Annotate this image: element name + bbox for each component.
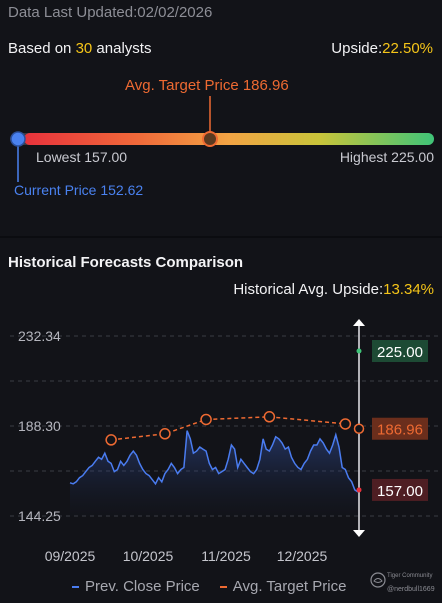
historical-upside-value: 13.34% xyxy=(383,281,434,298)
watermark-name: Tiger Community xyxy=(387,573,433,579)
current-price-marker[interactable] xyxy=(10,131,26,147)
close-price-area xyxy=(70,430,358,516)
forecast-low-badge-text: 157.00 xyxy=(377,483,423,500)
y-tick-label: 188.30 xyxy=(18,418,61,434)
legend-target-price[interactable]: Avg. Target Price xyxy=(219,578,347,595)
legend-close-price[interactable]: Prev. Close Price xyxy=(72,578,200,595)
watermark-handle: @nerdbull1669 xyxy=(387,586,435,593)
close-price-line xyxy=(69,430,359,493)
analysts-suffix: analysts xyxy=(92,40,152,57)
historical-upside-label: Historical Avg. Upside: xyxy=(233,281,384,298)
highest-label: Highest 225.00 xyxy=(339,149,434,165)
avg-target-line xyxy=(111,416,346,441)
forecast-low-badge xyxy=(372,478,428,501)
upside-label: Upside: xyxy=(331,40,383,57)
avg-target-point[interactable] xyxy=(200,413,212,426)
range-gradient xyxy=(24,133,434,145)
historical-forecast-chart: 232.34 188.30 144.25 09/2025 10/2025 11/2025 1… xyxy=(10,319,440,564)
x-tick-label: 10/2025 xyxy=(123,548,174,564)
upside-value: 22.50% xyxy=(382,40,433,57)
avg-target-point[interactable] xyxy=(339,418,352,430)
y-tick-label: 232.34 xyxy=(18,328,61,344)
analyst-count-text: Based on 30 analysts xyxy=(8,40,151,57)
upside-text: Upside:22.50% xyxy=(331,40,433,57)
legend-close-swatch xyxy=(72,585,79,588)
chart-legend: Prev. Close Price Avg. Target Price xyxy=(72,578,346,595)
legend-close-label: Prev. Close Price xyxy=(85,578,200,595)
legend-target-swatch xyxy=(219,585,227,588)
analysts-prefix: Based on xyxy=(8,40,76,57)
community-watermark: Tiger Community @nerdbull1669 xyxy=(369,570,441,600)
historical-title: Historical Forecasts Comparison xyxy=(8,254,244,271)
forecast-high-badge xyxy=(372,339,428,362)
forecast-avg-badge xyxy=(372,417,428,440)
forecast-avg-badge-text: 186.96 xyxy=(377,422,423,439)
avg-target-point[interactable] xyxy=(263,411,276,423)
forecast-low-point[interactable] xyxy=(356,487,362,493)
section-divider xyxy=(0,236,442,238)
x-tick-label: 11/2025 xyxy=(201,548,251,564)
updated-label: Data Last Updated: xyxy=(8,4,138,21)
x-tick-label: 12/2025 xyxy=(277,548,328,564)
x-tick-label: 09/2025 xyxy=(45,548,96,564)
current-price-label: Current Price 152.62 xyxy=(14,182,144,198)
analyst-count: 30 xyxy=(75,40,93,57)
data-updated-text: Data Last Updated:02/02/2026 xyxy=(8,4,212,21)
forecast-bottom-arrow xyxy=(353,530,365,537)
target-range-bar xyxy=(10,96,434,182)
y-tick-label: 144.25 xyxy=(18,508,61,524)
tiger-logo-icon xyxy=(370,572,386,588)
updated-date: 02/02/2026 xyxy=(137,4,213,21)
forecast-avg-point[interactable] xyxy=(353,423,365,434)
forecast-top-arrow xyxy=(353,319,365,326)
avg-target-point[interactable] xyxy=(105,434,117,446)
legend-target-label: Avg. Target Price xyxy=(232,578,347,595)
avg-target-marker[interactable] xyxy=(202,131,218,147)
historical-avg-upside: Historical Avg. Upside:13.34% xyxy=(233,281,434,298)
avg-target-label: Avg. Target Price 186.96 xyxy=(125,77,289,94)
lowest-label: Lowest 157.00 xyxy=(36,149,128,165)
avg-target-point[interactable] xyxy=(159,428,171,440)
forecast-high-badge-text: 225.00 xyxy=(377,344,423,361)
forecast-high-point[interactable] xyxy=(356,348,362,354)
